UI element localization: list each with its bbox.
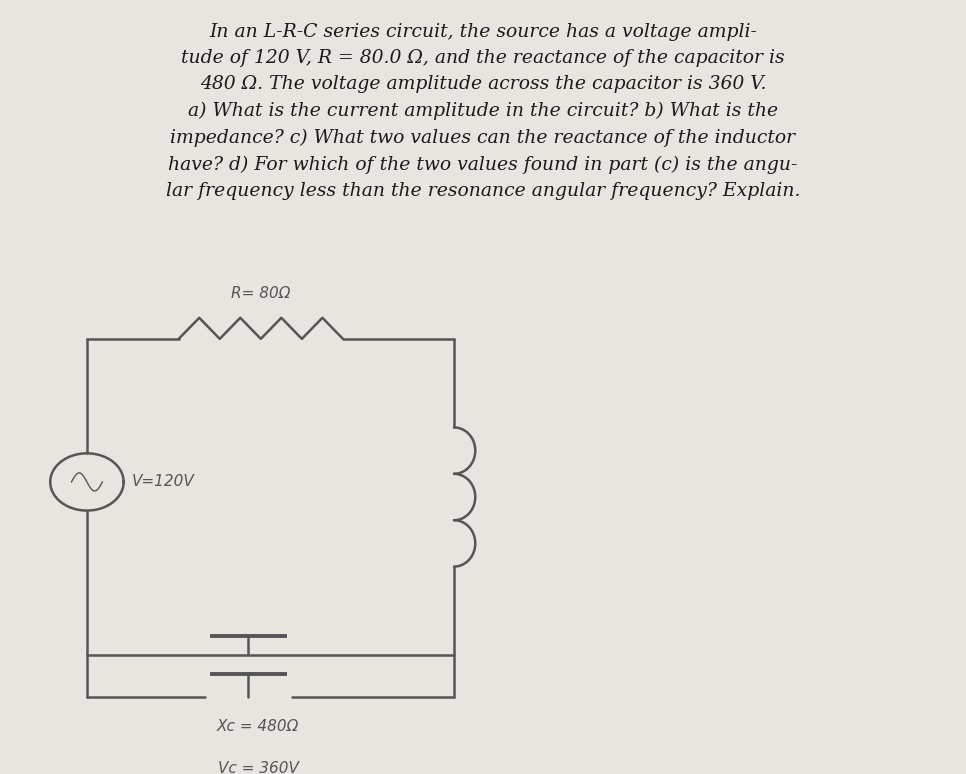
Text: In an L-R-C series circuit, the source has a voltage ampli-
tude of 120 V, R = 8: In an L-R-C series circuit, the source h… [166, 22, 800, 200]
Text: V=120V: V=120V [131, 474, 194, 489]
Text: Xᴄ = 480Ω: Xᴄ = 480Ω [217, 719, 299, 735]
Text: Vᴄ = 360V: Vᴄ = 360V [217, 761, 298, 774]
Text: R= 80Ω: R= 80Ω [231, 286, 291, 301]
